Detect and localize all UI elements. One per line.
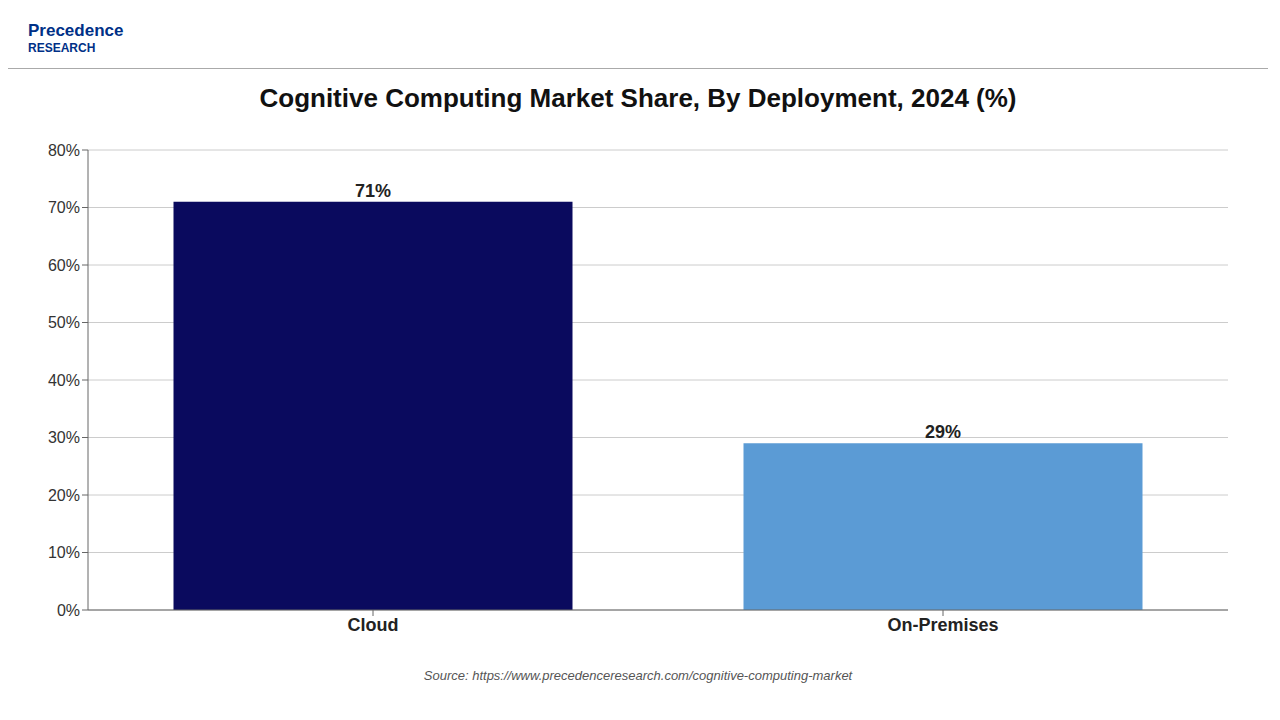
svg-text:Cloud: Cloud [348,615,399,635]
svg-text:71%: 71% [355,181,391,201]
html-text:RESEARCH: RESEARCH [28,41,96,55]
svg-text:30%: 30% [48,429,80,446]
svg-text:60%: 60% [48,257,80,274]
svg-text:On-Premises: On-Premises [887,615,998,635]
svg-text:80%: 80% [48,142,80,159]
svg-text:70%: 70% [48,199,80,216]
svg-text:29%: 29% [925,422,961,442]
html-text:Precedence: Precedence [28,21,124,40]
svg-text:10%: 10% [48,544,80,561]
svg-text:40%: 40% [48,372,80,389]
html-text:Source: https://www.precedence: Source: https://www.precedenceresearch.c… [423,668,853,683]
svg-text:50%: 50% [48,314,80,331]
html-text:Cognitive Computing Market Sha: Cognitive Computing Market Share, By Dep… [259,83,1017,113]
svg-text:20%: 20% [48,487,80,504]
svg-text:0%: 0% [57,602,80,619]
